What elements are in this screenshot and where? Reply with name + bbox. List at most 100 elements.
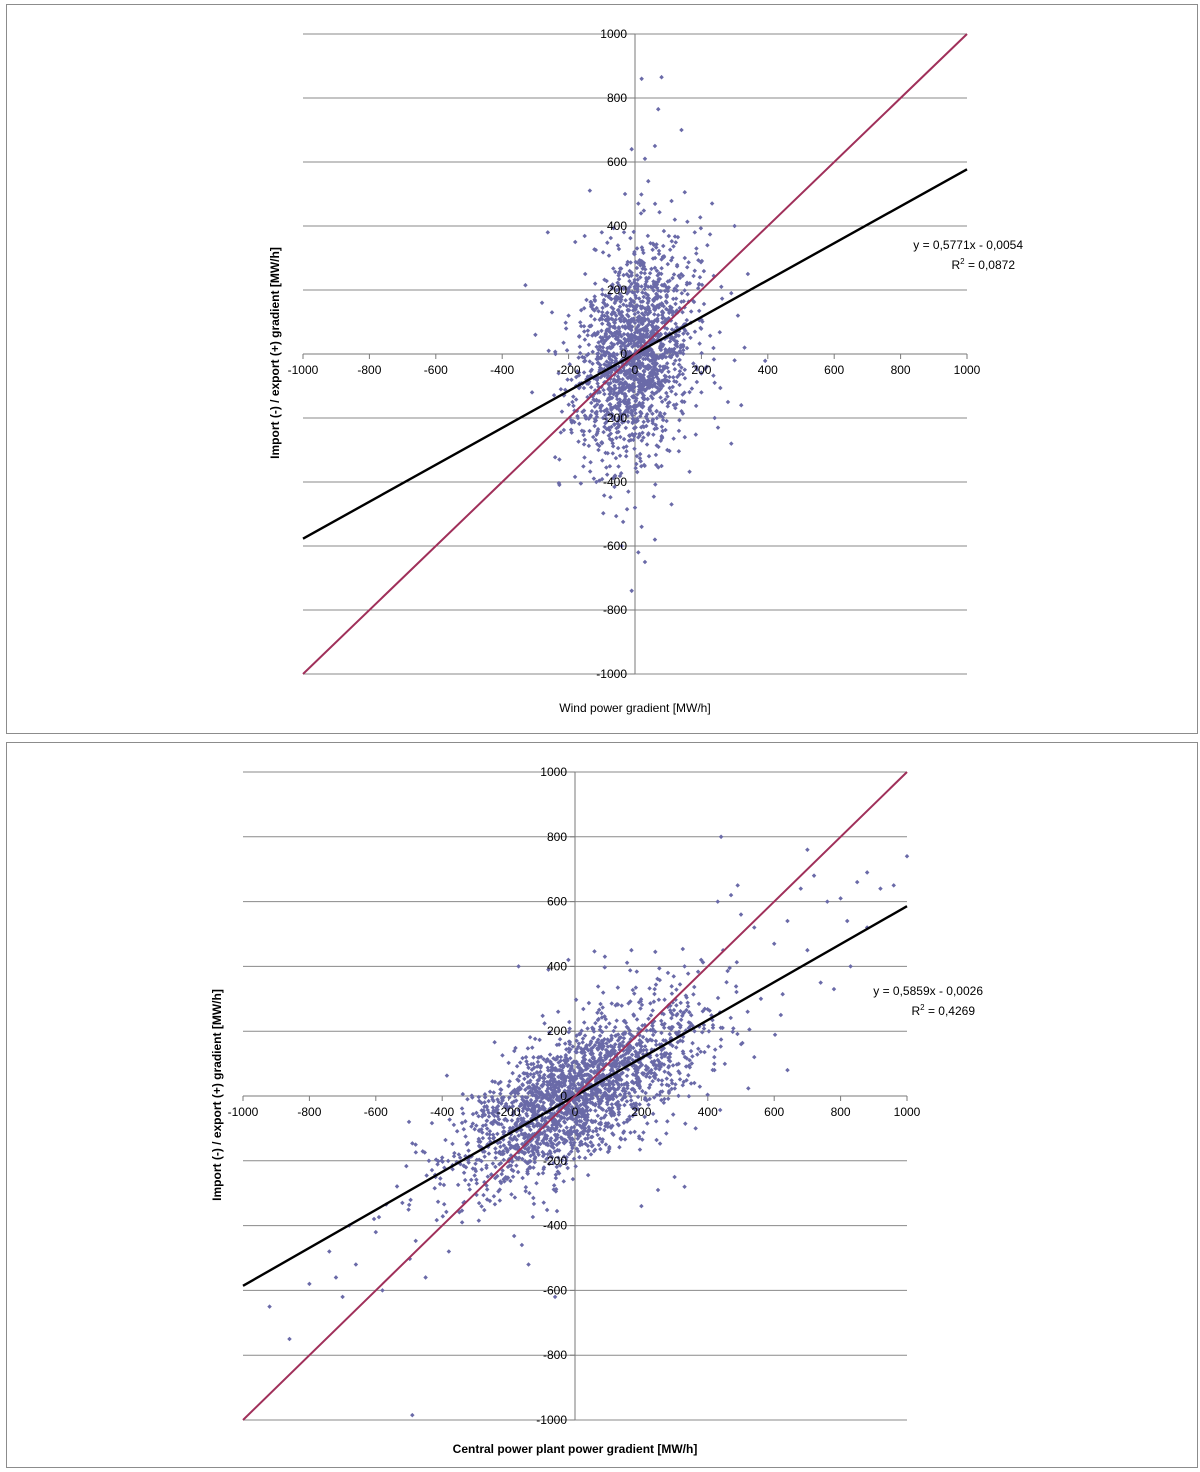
scatter-point	[637, 329, 642, 335]
scatter-point	[627, 1028, 632, 1033]
scatter-point	[616, 276, 622, 282]
scatter-point	[586, 1000, 592, 1006]
scatter-point	[615, 341, 620, 346]
scatter-point	[629, 281, 634, 287]
scatter-point	[588, 1068, 594, 1074]
scatter-point	[590, 1045, 596, 1050]
scatter-point	[482, 1092, 488, 1097]
scatter-point	[441, 1182, 447, 1188]
scatter-point	[451, 1154, 457, 1159]
x-tick-label: 200	[631, 1105, 651, 1119]
scatter-point	[617, 397, 623, 402]
scatter-point	[566, 313, 571, 318]
scatter-point	[594, 398, 599, 403]
scatter-point	[878, 886, 883, 891]
scatter-point	[593, 332, 598, 338]
scatter-point	[541, 1079, 547, 1084]
scatter-point	[657, 1141, 663, 1146]
scatter-point	[525, 1074, 531, 1079]
scatter-point	[422, 1150, 428, 1155]
scatter-point	[626, 1059, 632, 1065]
scatter-point	[645, 396, 650, 402]
scatter-point	[606, 328, 611, 334]
scatter-point	[652, 307, 658, 313]
scatter-point	[640, 404, 646, 409]
scatter-point	[643, 366, 649, 371]
scatter-point	[606, 351, 612, 356]
scatter-point	[595, 360, 601, 366]
scatter-point	[658, 353, 664, 358]
scatter-point	[585, 328, 591, 333]
scatter-point	[638, 299, 644, 304]
scatter-point	[672, 1174, 677, 1180]
scatter-point	[380, 1288, 385, 1293]
scatter-point	[606, 253, 612, 258]
scatter-point	[652, 537, 658, 542]
scatter-point	[561, 1075, 566, 1080]
scatter-point	[635, 289, 640, 294]
scatter-point	[548, 1082, 554, 1088]
scatter-point	[729, 441, 734, 446]
scatter-point	[603, 1121, 609, 1126]
scatter-point	[678, 271, 684, 277]
scatter-point	[610, 1094, 616, 1099]
scatter-point	[585, 374, 591, 379]
scatter-point	[662, 1053, 667, 1058]
scatter-point	[589, 400, 594, 406]
scatter-point	[580, 1036, 586, 1041]
scatter-point	[601, 493, 607, 498]
scatter-point	[413, 1150, 419, 1155]
scatter-point	[576, 1098, 582, 1103]
scatter-point	[470, 1111, 476, 1117]
scatter-point	[510, 1070, 515, 1076]
scatter-point	[661, 1025, 667, 1031]
scatter-point	[465, 1096, 470, 1102]
scatter-point	[606, 1121, 611, 1126]
scatter-point	[696, 257, 701, 263]
scatter-point	[630, 298, 636, 304]
scatter-point	[530, 1214, 536, 1220]
scatter-point	[577, 344, 583, 349]
scatter-point	[581, 329, 587, 334]
scatter-point	[705, 242, 710, 248]
scatter-point	[468, 1177, 474, 1183]
scatter-point	[596, 1007, 602, 1013]
scatter-point	[662, 288, 668, 294]
scatter-point	[591, 476, 597, 481]
scatter-point	[470, 1166, 476, 1171]
scatter-point	[644, 1037, 649, 1042]
scatter-point	[554, 1208, 560, 1214]
scatter-point	[643, 1090, 648, 1096]
scatter-point	[613, 313, 619, 318]
scatter-point	[608, 1125, 614, 1130]
scatter-point	[445, 1158, 451, 1164]
scatter-point	[513, 1098, 519, 1103]
scatter-point	[652, 201, 658, 207]
scatter-point	[582, 455, 587, 460]
scatter-point	[682, 390, 687, 395]
scatter-point	[656, 248, 662, 254]
scatter-point	[506, 1083, 511, 1089]
scatter-point	[711, 345, 716, 351]
scatter-point	[580, 1047, 586, 1053]
scatter-point	[519, 1242, 525, 1248]
scatter-point	[634, 1017, 640, 1022]
identity-line	[242, 771, 908, 1421]
scatter-point	[612, 484, 617, 490]
scatter-point	[572, 239, 578, 245]
scatter-point	[609, 360, 614, 366]
scatter-point	[658, 1018, 664, 1024]
scatter-point	[717, 1107, 723, 1113]
scatter-point	[531, 1071, 537, 1077]
scatter-point	[642, 271, 648, 276]
scatter-point	[531, 1201, 537, 1207]
scatter-point	[586, 1048, 591, 1053]
scatter-point	[683, 1064, 689, 1069]
x-tick-label: -600	[424, 363, 448, 377]
r-squared: R2 = 0,0872	[951, 257, 1015, 272]
scatter-point	[514, 1142, 520, 1148]
scatter-point	[482, 1207, 487, 1213]
scatter-point	[647, 986, 652, 991]
scatter-point	[652, 991, 657, 997]
scatter-point	[674, 353, 680, 359]
